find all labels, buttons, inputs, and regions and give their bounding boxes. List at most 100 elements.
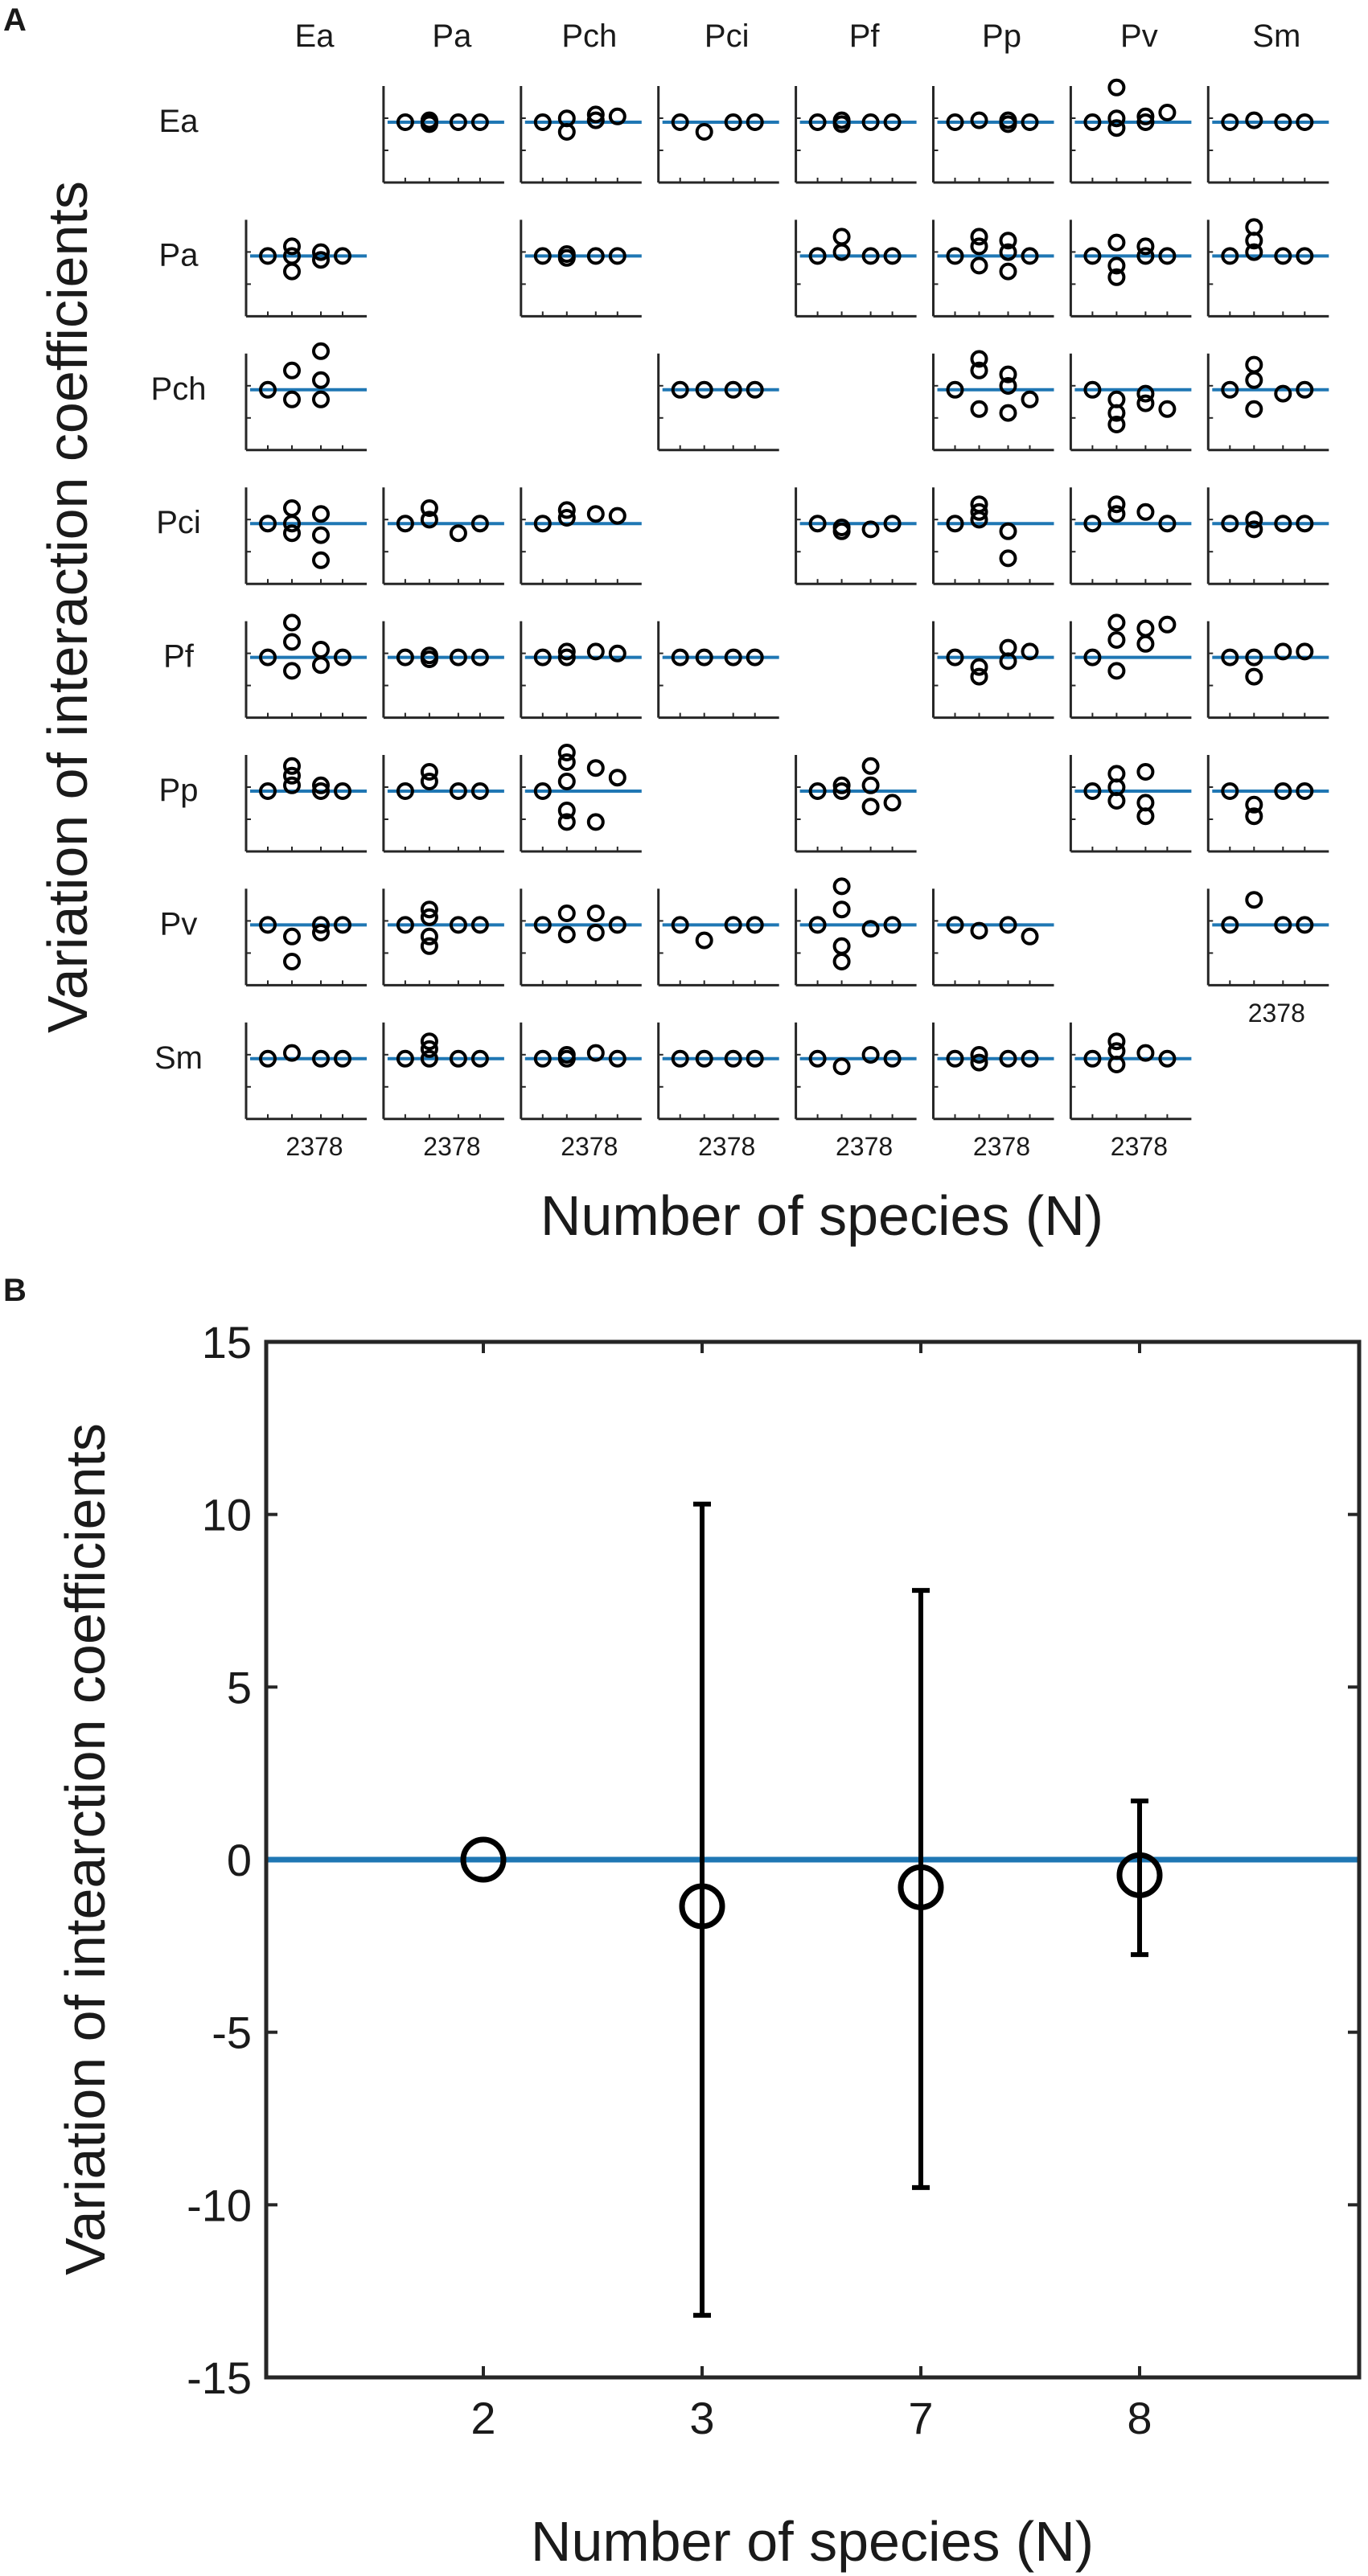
data-point [283,515,301,533]
data-point [1136,1044,1155,1062]
data-point [557,509,576,527]
data-point [746,1049,764,1068]
data-point [283,757,301,775]
cell-pf-ea [244,613,367,720]
data-point [1274,642,1292,661]
data-point [861,920,880,938]
data-point [808,247,827,265]
data-point [1158,400,1177,418]
cell-pci-pp [932,487,1054,585]
data-point [746,648,764,667]
data-point [283,1044,301,1062]
row-label-pch: Pch [151,371,207,407]
data-point [420,927,438,945]
cell-sm-pp [932,1022,1054,1121]
data-point [259,782,277,800]
data-point [259,916,277,934]
data-point [832,953,851,970]
data-point [312,924,330,941]
data-point [334,782,351,800]
cell-sm-pch [520,1022,642,1121]
data-point [586,904,605,922]
cell-sm-pv [1069,1022,1192,1121]
data-point [861,798,880,816]
data-point [312,526,330,544]
cell-pv-ea [244,888,367,987]
data-point [946,515,964,533]
data-point [832,900,851,919]
mean-marker [679,1883,725,1930]
data-point [724,916,742,934]
data-point [420,499,438,517]
data-point [1296,916,1314,934]
x-tick-labels-pa: 2378 [423,1132,480,1161]
row-label-sm: Sm [154,1040,203,1076]
data-point [420,763,438,781]
data-point [283,247,301,265]
panel-a-grid: Ea Pa Pch Pci Pf Pp Pv Sm Ea Pa Pch Pci Pf Pp Pv Sm 2378… [151,18,1329,1161]
data-point [420,900,438,919]
data-point [470,515,489,533]
data-point [832,228,851,246]
data-point [557,1046,576,1064]
data-point [861,757,880,775]
data-point [312,656,330,675]
cell-pci-sm [1206,487,1329,585]
cell-pp-sm [1206,755,1329,853]
data-point [861,776,880,794]
data-point [557,753,576,771]
data-point [557,813,576,831]
data-point [999,652,1017,671]
cell-ea-pch [520,86,642,184]
y-tick-label: -5 [212,2008,252,2058]
data-point [283,633,301,651]
data-point [312,251,330,269]
cell-pci-pa [382,487,504,585]
row-label-pf: Pf [163,639,195,675]
cell-pv-pf [795,877,917,987]
data-point [1136,107,1155,125]
cell-pp-pch [520,744,642,853]
data-point [946,380,964,399]
x-tick-labels-pch: 2378 [561,1132,618,1161]
data-point [1107,662,1126,680]
data-point [999,404,1017,422]
data-point [533,648,552,667]
data-point [312,1049,330,1068]
data-point [832,115,851,133]
data-point [283,499,301,517]
data-point [608,107,626,125]
data-point [420,937,438,955]
cell-pp-pf [795,755,917,853]
data-point [1107,416,1126,433]
data-point [312,641,330,658]
data-point [999,365,1017,384]
data-point [259,380,277,399]
data-point [999,916,1017,934]
data-point [396,916,414,934]
data-point [420,773,438,790]
data-point [533,113,552,131]
data-point [586,505,605,523]
data-point [946,113,964,131]
data-point [470,1049,489,1068]
data-point [1274,782,1292,800]
data-point [946,247,964,265]
data-point [1136,394,1155,412]
data-point [1245,355,1263,374]
y-tick-label: 10 [202,1490,252,1540]
panel-label-b: B [3,1273,27,1308]
row-label-ea: Ea [159,104,199,139]
data-point [1296,113,1314,131]
cell-pci-ea [244,487,367,585]
data-point [1274,515,1292,533]
data-point [1083,380,1102,399]
data-point [746,916,764,934]
data-point [586,111,605,129]
data-point [999,243,1017,261]
data-point [283,927,301,945]
data-point [283,613,301,632]
data-point [1021,390,1039,408]
data-point [1136,763,1155,781]
